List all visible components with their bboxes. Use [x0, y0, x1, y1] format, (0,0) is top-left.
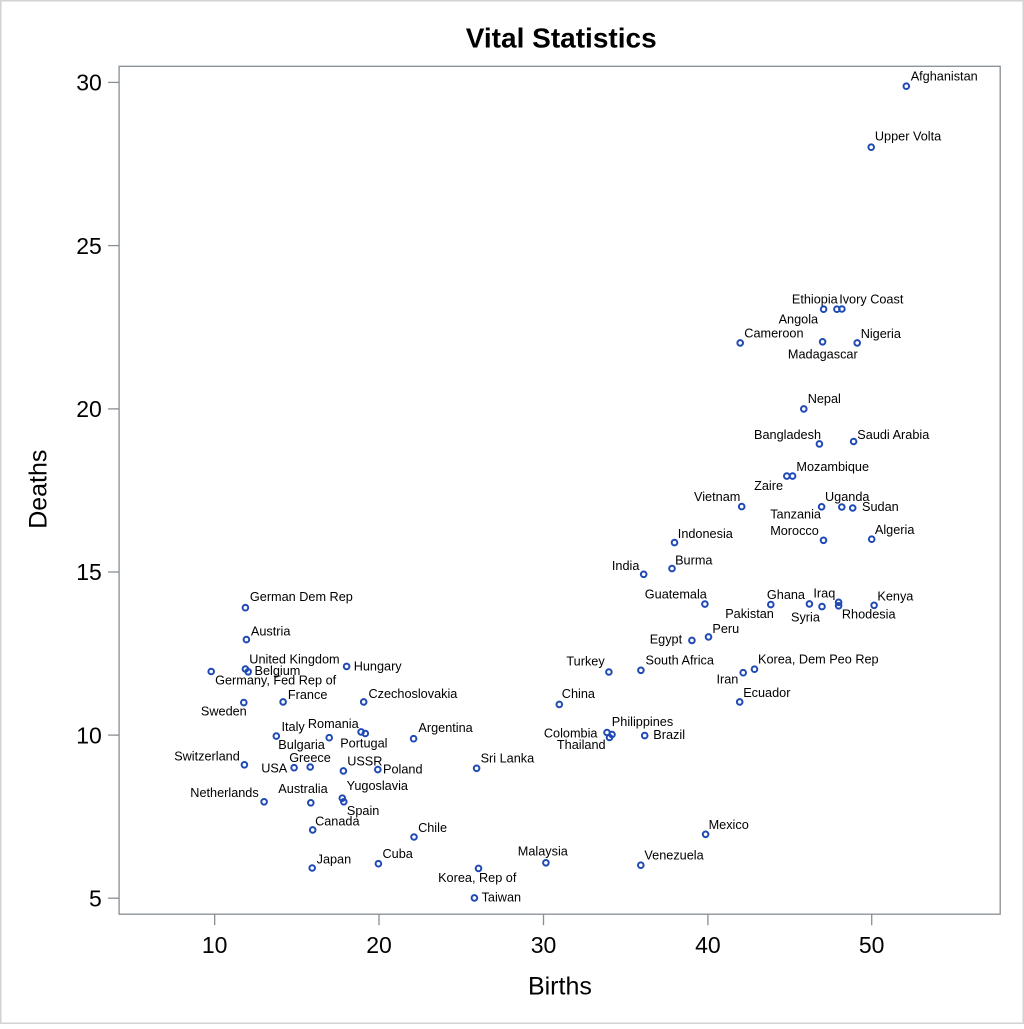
svg-text:Mexico: Mexico — [709, 818, 749, 832]
svg-text:40: 40 — [695, 932, 721, 958]
svg-text:Iran: Iran — [717, 673, 739, 687]
svg-text:Kenya: Kenya — [877, 590, 914, 604]
svg-text:10: 10 — [202, 932, 228, 958]
svg-text:Australia: Australia — [278, 782, 328, 796]
svg-text:Syria: Syria — [791, 611, 821, 625]
svg-text:Portugal: Portugal — [340, 736, 387, 750]
svg-text:Canada: Canada — [315, 815, 360, 829]
svg-text:30: 30 — [76, 70, 102, 96]
svg-text:Ivory Coast: Ivory Coast — [839, 292, 904, 306]
svg-text:Births: Births — [528, 972, 592, 1000]
svg-text:Switzerland: Switzerland — [174, 750, 240, 764]
svg-text:Sri Lanka: Sri Lanka — [481, 751, 536, 765]
svg-text:Tanzania: Tanzania — [770, 507, 822, 521]
svg-text:Pakistan: Pakistan — [725, 607, 774, 621]
svg-text:Germany, Fed Rep of: Germany, Fed Rep of — [215, 673, 337, 687]
svg-text:Mozambique: Mozambique — [796, 460, 869, 474]
svg-text:Taiwan: Taiwan — [482, 891, 521, 905]
svg-text:Nepal: Nepal — [808, 392, 841, 406]
svg-text:Deaths: Deaths — [25, 450, 53, 529]
svg-text:USSR: USSR — [347, 755, 382, 769]
svg-text:Indonesia: Indonesia — [678, 527, 734, 541]
svg-text:Madagascar: Madagascar — [788, 348, 859, 362]
svg-text:Japan: Japan — [317, 852, 352, 866]
svg-text:Cuba: Cuba — [383, 847, 414, 861]
svg-text:5: 5 — [89, 885, 102, 911]
svg-text:Sudan: Sudan — [862, 500, 899, 514]
svg-text:Uganda: Uganda — [825, 490, 870, 504]
svg-text:Venezuela: Venezuela — [644, 849, 704, 863]
svg-text:Egypt: Egypt — [650, 633, 683, 647]
svg-text:Thailand: Thailand — [557, 738, 606, 752]
svg-text:Netherlands: Netherlands — [190, 786, 258, 800]
svg-text:Italy: Italy — [282, 720, 306, 734]
svg-text:USA: USA — [261, 761, 288, 775]
svg-text:Sweden: Sweden — [201, 705, 247, 719]
svg-text:Chile: Chile — [418, 821, 447, 835]
svg-text:10: 10 — [76, 722, 102, 748]
svg-text:Rhodesia: Rhodesia — [842, 608, 897, 622]
svg-text:Colombia: Colombia — [544, 727, 599, 741]
svg-text:30: 30 — [531, 932, 557, 958]
svg-text:Belgium: Belgium — [255, 664, 301, 678]
svg-text:Romania: Romania — [308, 717, 360, 731]
svg-text:Hungary: Hungary — [354, 660, 403, 674]
svg-text:Afghanistan: Afghanistan — [911, 70, 978, 84]
svg-text:50: 50 — [859, 932, 885, 958]
svg-text:Burma: Burma — [675, 554, 713, 568]
svg-text:Brazil: Brazil — [653, 728, 685, 742]
svg-text:Peru: Peru — [712, 622, 739, 636]
svg-text:Greece: Greece — [289, 751, 331, 765]
svg-text:Korea, Rep of: Korea, Rep of — [438, 871, 517, 885]
svg-text:Zaire: Zaire — [754, 479, 783, 493]
svg-text:Malaysia: Malaysia — [518, 845, 569, 859]
svg-text:Vietnam: Vietnam — [694, 490, 740, 504]
svg-text:Iraq: Iraq — [813, 586, 835, 600]
svg-text:Cameroon: Cameroon — [744, 327, 803, 341]
svg-text:Saudi Arabia: Saudi Arabia — [857, 428, 930, 442]
svg-text:Ghana: Ghana — [767, 588, 806, 602]
svg-text:Morocco: Morocco — [770, 524, 819, 538]
svg-text:Argentina: Argentina — [418, 721, 473, 735]
svg-text:Bangladesh: Bangladesh — [754, 428, 821, 442]
svg-text:Czechoslovakia: Czechoslovakia — [369, 687, 459, 701]
svg-text:France: France — [288, 688, 328, 702]
svg-text:Korea, Dem Peo Rep: Korea, Dem Peo Rep — [758, 653, 879, 667]
svg-text:Philippines: Philippines — [612, 715, 673, 729]
svg-text:Bulgaria: Bulgaria — [278, 738, 325, 752]
svg-text:South Africa: South Africa — [646, 653, 715, 667]
svg-text:Spain: Spain — [347, 804, 379, 818]
svg-text:German Dem Rep: German Dem Rep — [250, 590, 353, 604]
svg-text:20: 20 — [76, 396, 102, 422]
svg-text:Ecuador: Ecuador — [743, 686, 791, 700]
svg-text:China: China — [562, 687, 596, 701]
svg-text:Guatemala: Guatemala — [645, 587, 708, 601]
svg-text:20: 20 — [366, 932, 392, 958]
svg-text:Angola: Angola — [779, 312, 819, 326]
svg-text:Poland: Poland — [383, 763, 423, 777]
svg-text:India: India — [612, 559, 640, 573]
svg-text:Austria: Austria — [251, 625, 291, 639]
svg-text:United Kingdom: United Kingdom — [249, 653, 339, 667]
svg-text:Ethiopia: Ethiopia — [792, 292, 839, 306]
svg-text:15: 15 — [76, 559, 102, 585]
svg-text:Vital Statistics: Vital Statistics — [466, 23, 657, 54]
svg-text:Algeria: Algeria — [875, 523, 915, 537]
svg-text:Yugoslavia: Yugoslavia — [347, 779, 409, 793]
svg-text:Upper Volta: Upper Volta — [875, 130, 942, 144]
svg-text:25: 25 — [76, 233, 102, 259]
svg-text:Nigeria: Nigeria — [861, 327, 902, 341]
svg-text:Turkey: Turkey — [566, 655, 605, 669]
